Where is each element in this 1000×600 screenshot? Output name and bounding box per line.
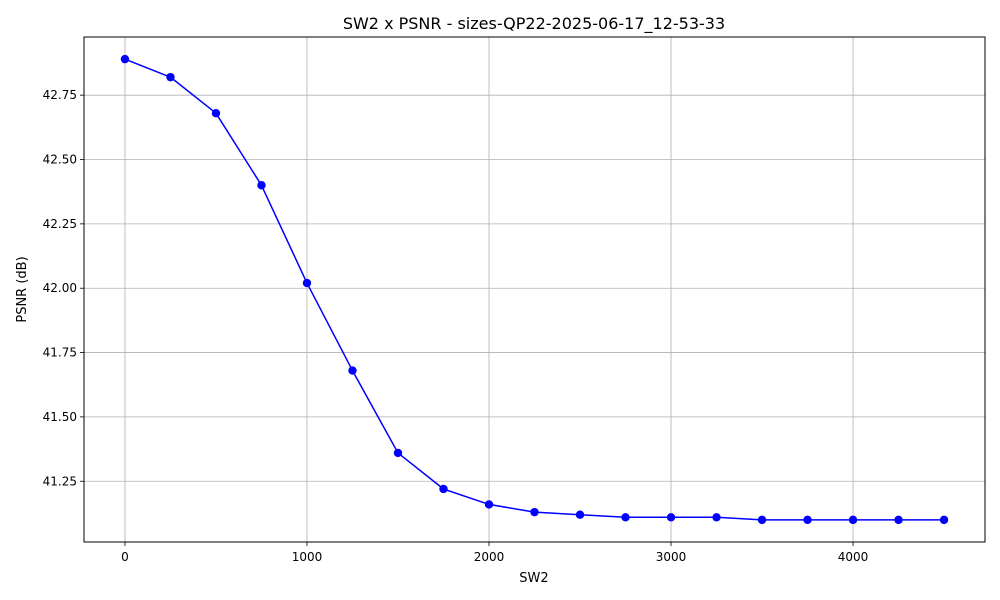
data-point [666, 513, 676, 522]
data-point [166, 72, 175, 82]
data-point [393, 448, 403, 458]
x-tick-label: 0 [121, 550, 129, 564]
data-point [757, 515, 767, 525]
data-point [439, 484, 448, 494]
y-tick-label: 42.00 [43, 281, 77, 295]
y-axis: 41.25 41.50 41.75 42.00 42.25 42.50 42.75 [43, 88, 84, 488]
x-axis: 0 1000 2000 3000 4000 [121, 542, 868, 564]
data-point [894, 515, 903, 525]
data-point [621, 513, 630, 522]
chart-title: SW2 x PSNR - sizes-QP22-2025-06-17_12-53… [343, 14, 725, 34]
y-tick-label: 41.25 [43, 474, 77, 488]
grid [84, 37, 985, 542]
data-point [211, 108, 221, 118]
x-axis-label: SW2 [519, 571, 548, 586]
data-point [348, 366, 357, 375]
x-tick-label: 3000 [656, 550, 687, 564]
y-tick-label: 41.50 [43, 410, 77, 424]
data-point [484, 500, 494, 509]
data-point [257, 181, 266, 190]
y-tick-label: 42.50 [43, 153, 77, 167]
y-tick-label: 42.25 [43, 217, 77, 231]
x-tick-label: 1000 [292, 550, 323, 564]
data-point [575, 510, 585, 519]
data-point [530, 507, 539, 517]
series-layer [120, 54, 949, 525]
data-point [848, 515, 858, 525]
plot-area [83, 36, 986, 543]
x-tick-label: 2000 [474, 550, 505, 564]
y-tick-label: 41.75 [43, 346, 77, 360]
data-point [803, 515, 812, 525]
data-point [712, 513, 721, 522]
data-point [120, 54, 130, 64]
x-tick-label: 4000 [838, 550, 869, 564]
data-point [939, 515, 949, 525]
y-axis-label: PSNR (dB) [15, 256, 30, 322]
data-point [302, 278, 312, 288]
y-tick-label: 42.75 [43, 88, 77, 102]
